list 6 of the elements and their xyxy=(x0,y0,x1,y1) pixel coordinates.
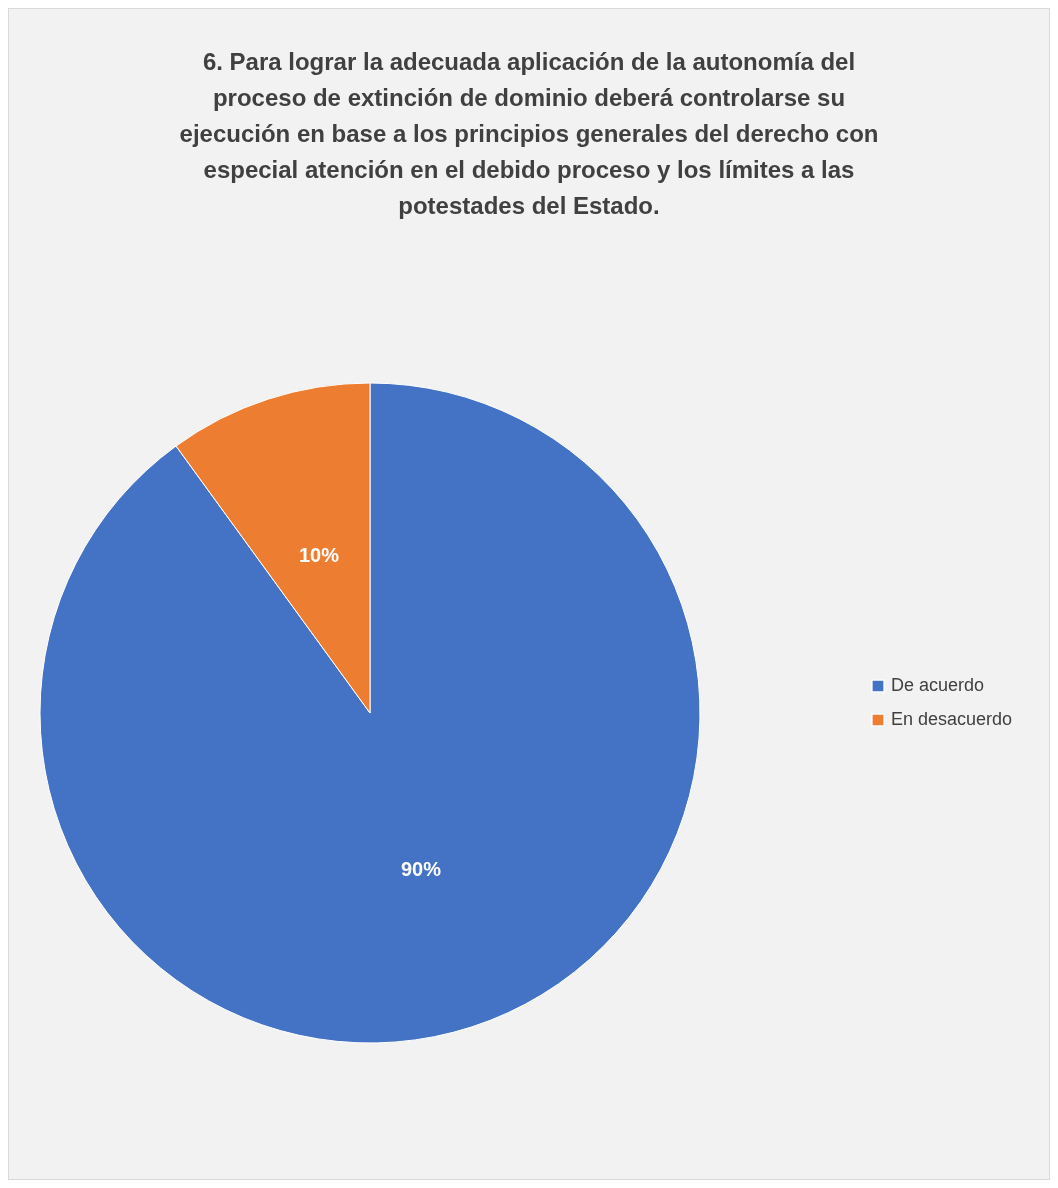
data-label: 10% xyxy=(299,544,340,567)
legend-label: En desacuerdo xyxy=(891,709,1013,729)
data-label: 90% xyxy=(400,857,442,880)
legend-label: De acuerdo xyxy=(891,675,985,695)
chart-title: 6. Para lograr la adecuada aplicación de la autonomía del proceso de extinción de dominio deberá controlarse su ejecución en base a los principios generales del derecho con especial atención en el debido proceso y los límites a las potestades del Estado. xyxy=(179,48,879,219)
pie-slice xyxy=(39,382,701,1043)
